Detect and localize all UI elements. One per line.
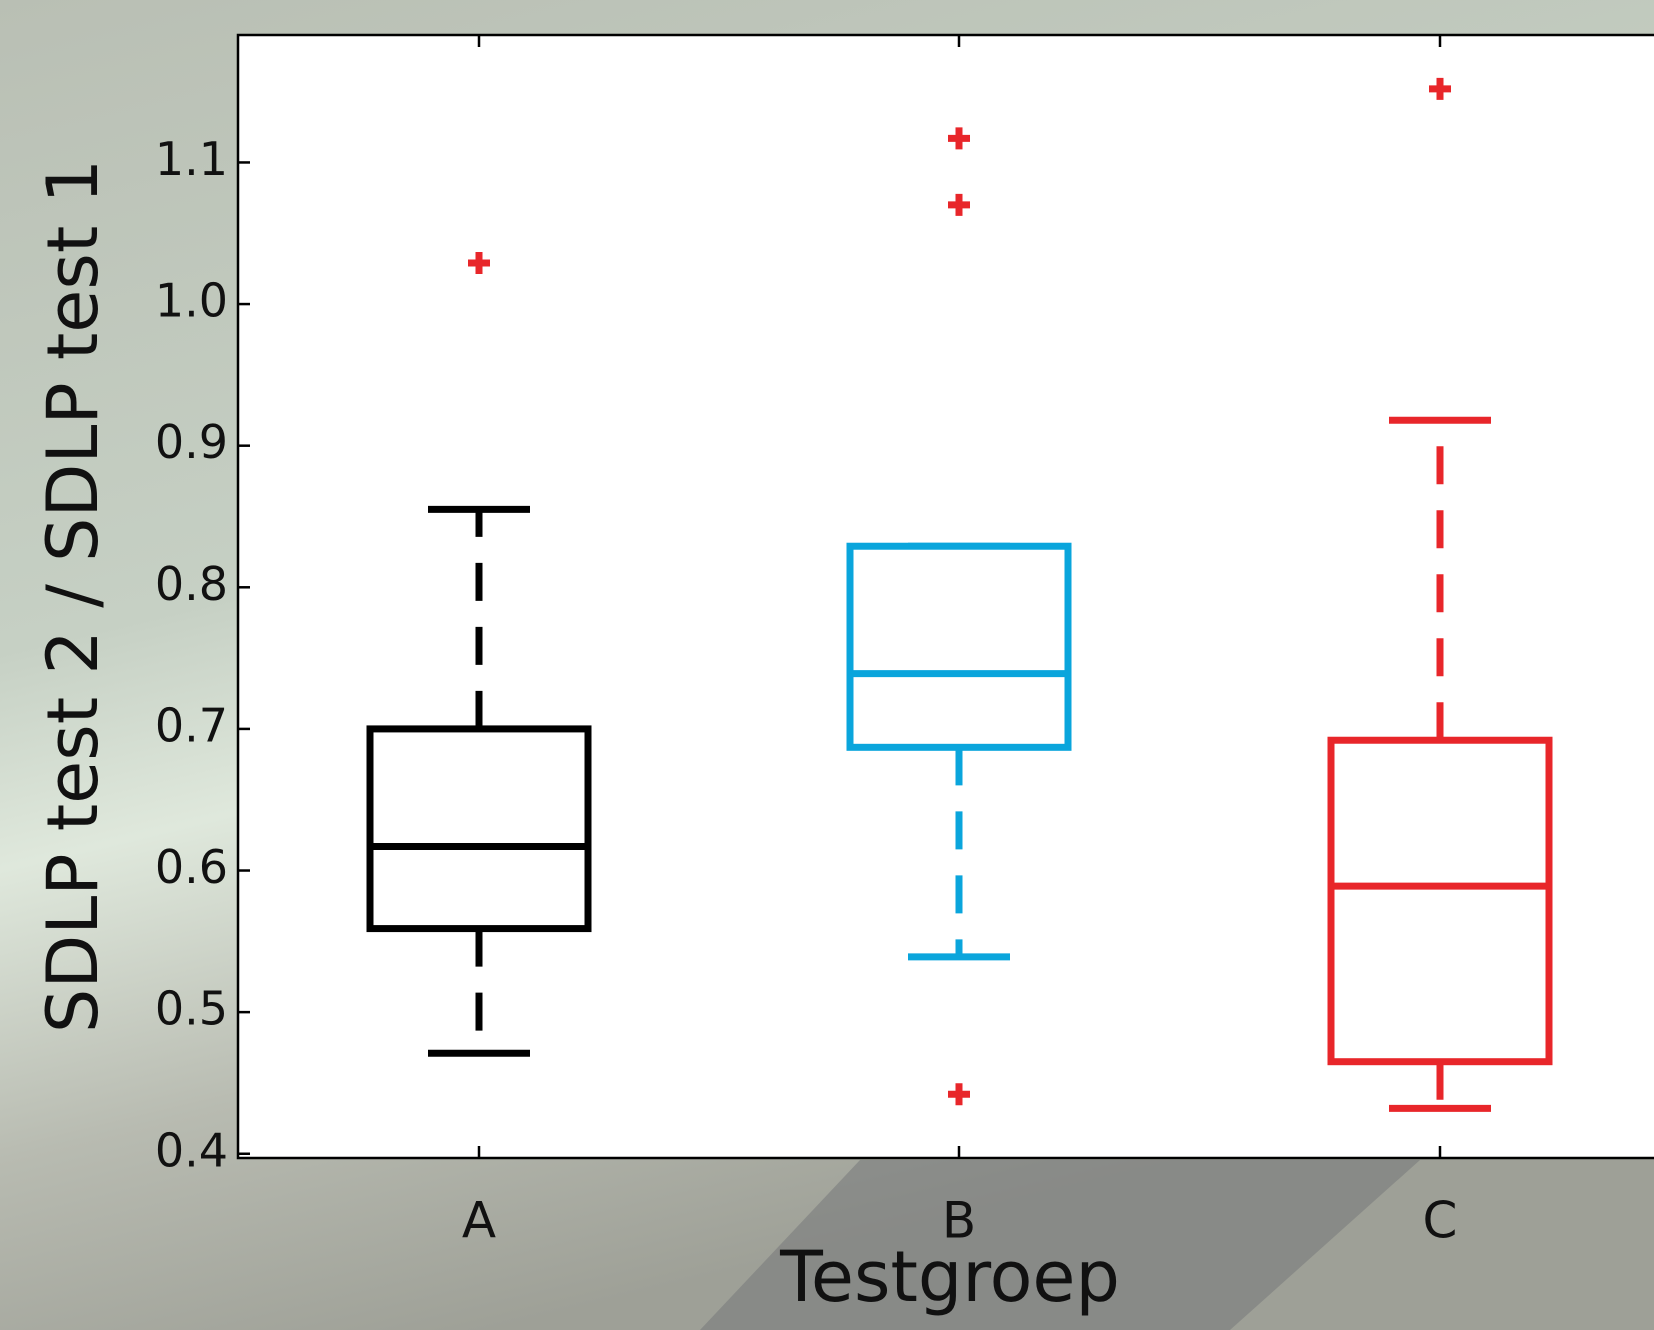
x-tick-label: A [462, 1192, 496, 1250]
y-tick-label: 0.4 [155, 1123, 228, 1177]
box [366, 725, 592, 933]
outlier [948, 127, 970, 150]
y-tick-label: 0.9 [155, 415, 228, 469]
x-tick-label: B [942, 1192, 976, 1250]
background-shape [700, 1160, 1420, 1330]
y-tick-label: 0.8 [155, 557, 228, 611]
y-tick-label: 0.7 [155, 698, 228, 752]
x-axis-title: Testgroep [779, 1236, 1120, 1318]
box [846, 542, 1072, 751]
y-tick-label: 1.0 [155, 274, 228, 328]
y-axis-title: SDLP test 2 / SDLP test 1 [32, 159, 114, 1033]
y-tick-label: 0.5 [155, 982, 228, 1036]
box [1327, 736, 1553, 1066]
outlier [468, 251, 490, 274]
outlier [948, 193, 970, 216]
y-tick-label: 0.6 [155, 840, 228, 894]
outlier [1429, 77, 1451, 100]
x-tick-label: C [1423, 1192, 1458, 1250]
outlier [948, 1083, 970, 1106]
axes-frame [236, 33, 1654, 1160]
y-tick-label: 1.1 [155, 132, 228, 186]
